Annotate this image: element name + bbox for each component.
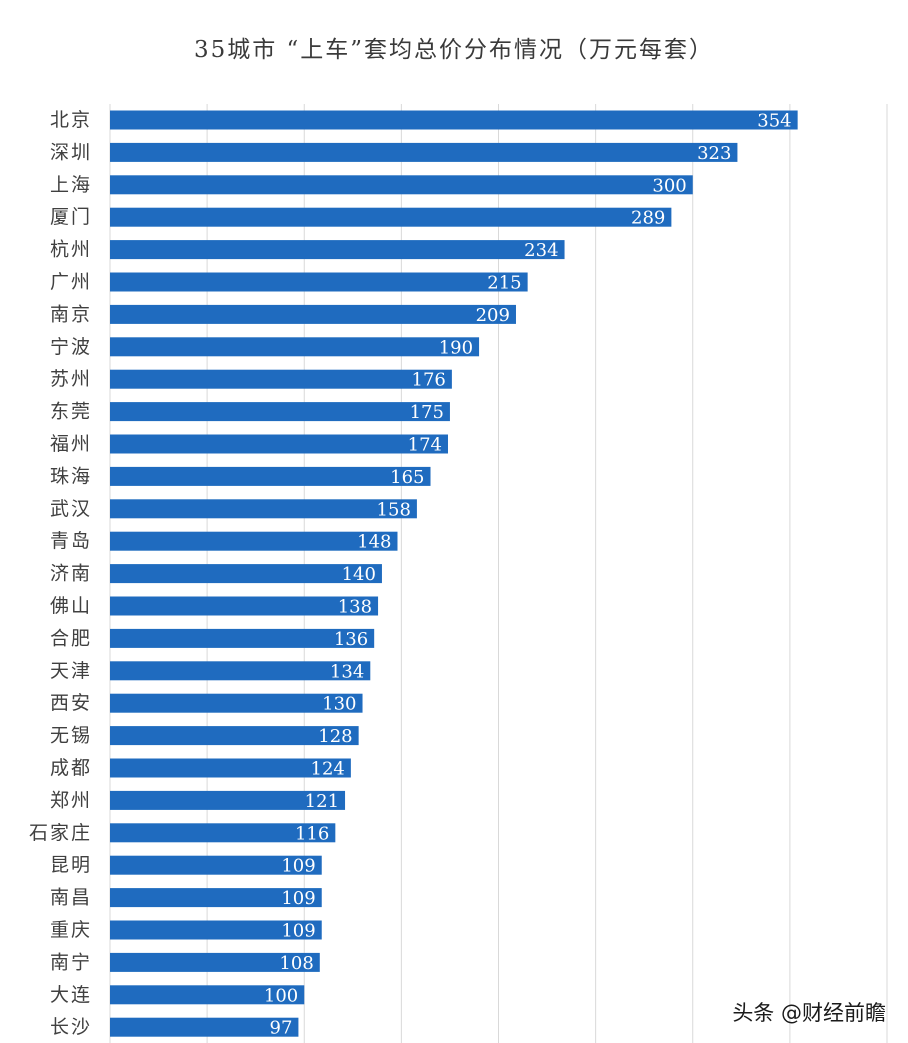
category-label: 厦门	[50, 206, 92, 228]
bar	[110, 499, 417, 519]
category-label: 佛山	[50, 595, 92, 617]
category-label: 上海	[50, 174, 92, 196]
category-label: 珠海	[50, 465, 92, 487]
data-label: 121	[305, 791, 339, 812]
category-label: 天津	[50, 660, 92, 682]
data-label: 234	[524, 240, 558, 261]
data-label: 128	[318, 726, 352, 747]
data-label: 97	[270, 1018, 293, 1039]
category-label: 广州	[50, 271, 92, 293]
category-label: 大连	[50, 984, 92, 1006]
data-label: 109	[281, 856, 315, 877]
category-label: 成都	[50, 757, 92, 779]
data-label: 158	[377, 499, 411, 520]
bar	[110, 466, 431, 486]
data-label: 190	[439, 337, 473, 358]
category-label: 济南	[50, 563, 92, 585]
bar	[110, 434, 448, 454]
bar	[110, 661, 371, 681]
category-label: 长沙	[50, 1016, 92, 1038]
category-label: 东莞	[50, 401, 92, 423]
bar	[110, 726, 359, 746]
bar	[110, 240, 565, 260]
data-label: 289	[631, 208, 665, 229]
bar	[110, 1017, 299, 1037]
watermark-text: 头条 @财经前瞻	[732, 1001, 886, 1025]
category-label: 合肥	[50, 627, 92, 649]
bar	[110, 888, 322, 908]
bar	[110, 337, 480, 357]
category-label: 青岛	[50, 530, 92, 552]
bar	[110, 855, 322, 875]
bar	[110, 110, 798, 130]
data-label: 215	[487, 273, 521, 294]
data-label: 323	[697, 143, 731, 164]
bar	[110, 920, 322, 940]
category-label: 郑州	[50, 789, 92, 811]
data-label: 165	[390, 467, 424, 488]
category-label: 昆明	[50, 854, 92, 876]
data-label: 354	[757, 111, 791, 132]
category-label: 西安	[50, 692, 92, 714]
data-label: 148	[357, 532, 391, 553]
bar	[110, 628, 375, 648]
category-label: 无锡	[50, 725, 92, 747]
data-label: 174	[408, 435, 442, 456]
data-label: 124	[311, 759, 345, 780]
category-label: 南京	[50, 303, 92, 325]
bar	[110, 142, 738, 162]
bar	[110, 758, 351, 778]
category-label: 福州	[50, 433, 92, 455]
data-label: 138	[338, 597, 372, 618]
data-label: 109	[281, 888, 315, 909]
category-label: 南昌	[50, 887, 92, 909]
chart-title: 35城市 “上车”套均总价分布情况（万元每套）	[193, 37, 715, 63]
category-label: 南宁	[50, 951, 92, 973]
bar	[110, 952, 320, 972]
category-label: 武汉	[50, 498, 92, 520]
category-label: 石家庄	[29, 822, 92, 844]
bar	[110, 985, 305, 1005]
data-label: 108	[279, 953, 313, 974]
bar	[110, 304, 516, 324]
data-label: 300	[652, 175, 686, 196]
data-label: 130	[322, 694, 356, 715]
data-label: 116	[295, 823, 329, 844]
data-label: 109	[281, 921, 315, 942]
category-label: 重庆	[50, 919, 92, 941]
category-label: 宁波	[50, 336, 92, 358]
category-label: 深圳	[50, 141, 92, 163]
category-label: 杭州	[50, 239, 92, 261]
category-label: 苏州	[50, 368, 92, 390]
bar	[110, 823, 336, 843]
bar	[110, 596, 379, 616]
bar	[110, 207, 672, 227]
bar	[110, 402, 450, 422]
data-label: 136	[334, 629, 368, 650]
data-label: 175	[410, 402, 444, 423]
bar	[110, 693, 363, 713]
data-label: 134	[330, 661, 364, 682]
data-label: 209	[476, 305, 510, 326]
bar	[110, 369, 452, 389]
bar	[110, 175, 693, 195]
bar	[110, 790, 346, 810]
bar	[110, 531, 398, 551]
category-label: 北京	[50, 109, 92, 131]
bar	[110, 564, 382, 584]
data-label: 100	[264, 985, 298, 1006]
data-label: 176	[412, 370, 446, 391]
bar	[110, 272, 528, 292]
data-label: 140	[342, 564, 376, 585]
